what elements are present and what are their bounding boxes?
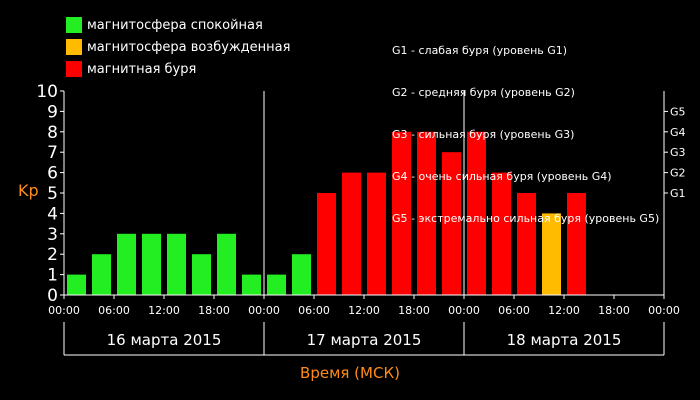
kp-bar (267, 274, 286, 295)
kp-bar (467, 131, 486, 295)
g-tick-label: G5 (670, 105, 686, 118)
x-tick-label: 00:00 (448, 304, 480, 317)
x-tick-label: 18:00 (198, 304, 230, 317)
day-label: 16 марта 2015 (107, 331, 222, 349)
x-tick-label: 00:00 (248, 304, 280, 317)
x-tick-label: 12:00 (548, 304, 580, 317)
legend-item-storm: магнитная буря (66, 60, 196, 78)
kp-bar (242, 274, 261, 295)
kp-bar (567, 193, 586, 295)
kp-bar (517, 193, 536, 295)
legend-item-active: магнитосфера возбужденная (66, 38, 290, 56)
x-tick-label: 12:00 (148, 304, 180, 317)
x-tick-label: 18:00 (598, 304, 630, 317)
legend-item-quiet: магнитосфера спокойная (66, 16, 263, 34)
kp-bar (542, 213, 561, 295)
y-tick-label: 10 (36, 82, 58, 102)
kp-bar (67, 274, 86, 295)
kp-bar (167, 233, 186, 295)
kp-bar (192, 254, 211, 295)
g-tick-label: G3 (670, 146, 686, 159)
y-tick-label: 9 (47, 102, 58, 122)
legend-swatch-storm (66, 61, 82, 77)
x-tick-label: 00:00 (48, 304, 80, 317)
kp-bar (392, 131, 411, 295)
x-tick-label: 06:00 (298, 304, 330, 317)
kp-bar (492, 172, 511, 295)
legend-label-quiet: магнитосфера спокойная (87, 17, 263, 33)
day-label: 18 марта 2015 (507, 331, 622, 349)
kp-bar (217, 233, 236, 295)
g-level-g3: G3 - сильная буря (уровень G3) (392, 128, 575, 141)
kp-bar (292, 254, 311, 295)
y-axis-label: Kp (18, 181, 39, 200)
kp-bar (342, 172, 361, 295)
x-tick-label: 06:00 (498, 304, 530, 317)
kp-bar (142, 233, 161, 295)
g-level-legend: G1 - слабая буря (уровень G1) G2 - средн… (392, 16, 659, 240)
y-tick-label: 5 (47, 184, 58, 204)
day-label: 17 марта 2015 (307, 331, 422, 349)
x-tick-label: 00:00 (648, 304, 680, 317)
kp-bar (92, 254, 111, 295)
g-tick-label: G2 (670, 167, 686, 180)
y-tick-label: 2 (47, 245, 58, 265)
kp-bar (442, 152, 461, 295)
kp-bar (417, 131, 436, 295)
g-level-g4: G4 - очень сильная буря (уровень G4) (392, 170, 612, 183)
g-level-g1: G1 - слабая буря (уровень G1) (392, 44, 568, 57)
x-tick-label: 12:00 (348, 304, 380, 317)
x-tick-label: 18:00 (398, 304, 430, 317)
x-tick-label: 06:00 (98, 304, 130, 317)
y-tick-label: 4 (47, 204, 58, 224)
g-level-g5: G5 - экстремально сильная буря (уровень … (392, 212, 660, 225)
y-tick-label: 8 (47, 123, 58, 143)
legend-swatch-quiet (66, 17, 82, 33)
y-tick-label: 1 (47, 266, 58, 286)
kp-bar (367, 172, 386, 295)
y-tick-label: 3 (47, 225, 58, 245)
g-tick-label: G4 (670, 126, 686, 139)
legend-swatch-active (66, 39, 82, 55)
y-tick-label: 7 (47, 143, 58, 163)
kp-bar (117, 233, 136, 295)
legend-label-storm: магнитная буря (87, 61, 197, 77)
y-tick-label: 0 (47, 286, 58, 306)
g-level-g2: G2 - средняя буря (уровень G2) (392, 86, 575, 99)
x-axis-label: Время (МСК) (300, 364, 400, 382)
y-tick-label: 6 (47, 164, 58, 184)
kp-bar (317, 193, 336, 295)
g-tick-label: G1 (670, 187, 686, 200)
legend-label-active: магнитосфера возбужденная (87, 39, 291, 55)
